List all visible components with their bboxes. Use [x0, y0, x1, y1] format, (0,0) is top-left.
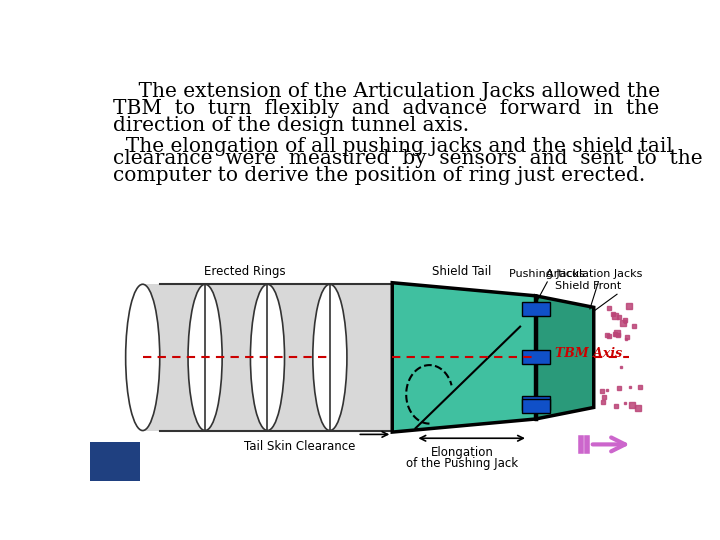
Text: computer to derive the position of ring just erected.: computer to derive the position of ring …	[113, 166, 646, 185]
Text: Articulation Jacks: Articulation Jacks	[546, 269, 642, 279]
Text: The elongation of all pushing jacks and the shield tail: The elongation of all pushing jacks and …	[113, 137, 673, 156]
Text: direction of the design tunnel axis.: direction of the design tunnel axis.	[113, 116, 469, 134]
Bar	[330, 284, 392, 430]
Bar	[267, 284, 330, 430]
Polygon shape	[90, 442, 140, 481]
Text: Shield Tail: Shield Tail	[432, 265, 492, 278]
Bar	[205, 284, 267, 430]
Text: The extension of the Articulation Jacks allowed the: The extension of the Articulation Jacks …	[113, 82, 660, 101]
Ellipse shape	[251, 284, 284, 430]
Text: Shield Front: Shield Front	[554, 281, 621, 291]
Bar	[522, 396, 549, 410]
Text: Erected Rings: Erected Rings	[204, 265, 286, 278]
Text: clearance  were  measured  by  sensors  and  sent  to  the: clearance were measured by sensors and s…	[113, 150, 703, 168]
Polygon shape	[392, 283, 536, 432]
Ellipse shape	[188, 284, 222, 430]
Text: Pushing Jacks: Pushing Jacks	[509, 269, 585, 279]
Polygon shape	[536, 296, 594, 419]
Text: TBM  to  turn  flexibly  and  advance  forward  in  the: TBM to turn flexibly and advance forward…	[113, 99, 660, 118]
Text: Tail Skin Clearance: Tail Skin Clearance	[243, 440, 355, 453]
Bar	[522, 399, 549, 413]
Bar	[522, 302, 549, 316]
Bar	[143, 284, 205, 430]
Text: Elongation: Elongation	[431, 446, 493, 459]
Ellipse shape	[312, 284, 347, 430]
Text: TBM Axis: TBM Axis	[555, 347, 622, 360]
Bar	[522, 350, 549, 365]
Ellipse shape	[126, 284, 160, 430]
Text: of the Pushing Jack: of the Pushing Jack	[406, 457, 518, 470]
